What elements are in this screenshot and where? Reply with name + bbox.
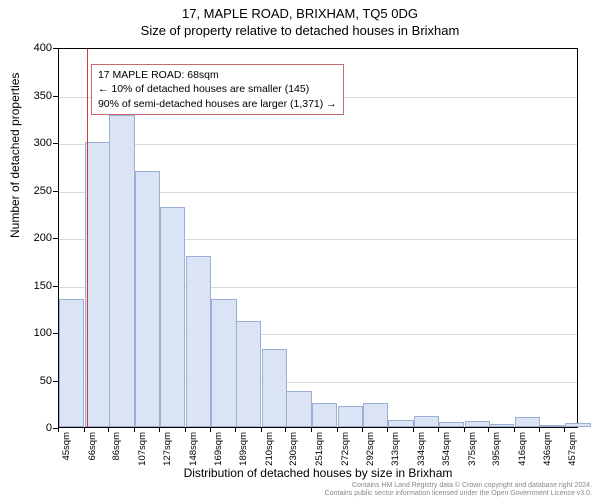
- x-tick-label: 86sqm: [111, 432, 122, 461]
- x-tick-mark: [58, 427, 59, 432]
- chart-title-main: 17, MAPLE ROAD, BRIXHAM, TQ5 0DG: [0, 0, 600, 21]
- histogram-bar: [540, 425, 565, 427]
- histogram-bar: [338, 406, 363, 427]
- x-tick-label: 169sqm: [213, 432, 224, 466]
- histogram-bar: [85, 142, 110, 427]
- y-tick-label: 300: [34, 137, 52, 149]
- x-tick-label: 251sqm: [314, 432, 325, 466]
- histogram-bar: [286, 391, 311, 427]
- y-tick-label: 200: [34, 232, 52, 244]
- x-tick-mark: [514, 427, 515, 432]
- x-tick-mark: [564, 427, 565, 432]
- y-tick-label: 150: [34, 280, 52, 292]
- histogram-bar: [135, 171, 160, 428]
- histogram-bar: [160, 207, 185, 427]
- x-tick-mark: [108, 427, 109, 432]
- x-tick-label: 313sqm: [390, 432, 401, 466]
- info-box: 17 MAPLE ROAD: 68sqm ← 10% of detached h…: [91, 64, 344, 115]
- x-tick-mark: [261, 427, 262, 432]
- infobox-line3: 90% of semi-detached houses are larger (…: [98, 97, 337, 111]
- x-tick-label: 292sqm: [365, 432, 376, 466]
- y-tick-label: 100: [34, 327, 52, 339]
- x-tick-label: 334sqm: [416, 432, 427, 466]
- footer-line2: Contains public sector information licen…: [325, 490, 592, 498]
- x-tick-mark: [539, 427, 540, 432]
- x-tick-label: 457sqm: [567, 432, 578, 466]
- x-tick-mark: [311, 427, 312, 432]
- x-tick-label: 107sqm: [137, 432, 148, 466]
- histogram-bar: [565, 423, 590, 427]
- plot-area: 17 MAPLE ROAD: 68sqm ← 10% of detached h…: [58, 48, 578, 428]
- histogram-bar: [439, 422, 464, 427]
- infobox-line1: 17 MAPLE ROAD: 68sqm: [98, 68, 337, 82]
- x-tick-label: 230sqm: [288, 432, 299, 466]
- y-tick-label: 350: [34, 90, 52, 102]
- footer-attribution: Contains HM Land Registry data © Crown c…: [325, 482, 592, 498]
- histogram-bar: [186, 256, 211, 427]
- histogram-bar: [515, 417, 540, 427]
- y-tick-label: 0: [46, 422, 52, 434]
- x-tick-mark: [413, 427, 414, 432]
- histogram-bar: [109, 115, 134, 427]
- x-tick-label: 148sqm: [188, 432, 199, 466]
- x-tick-mark: [210, 427, 211, 432]
- x-tick-mark: [159, 427, 160, 432]
- x-tick-label: 189sqm: [238, 432, 249, 466]
- chart-title-sub: Size of property relative to detached ho…: [0, 21, 600, 38]
- histogram-bar: [414, 416, 439, 427]
- x-tick-mark: [387, 427, 388, 432]
- histogram-bar: [388, 420, 413, 427]
- histogram-bar: [489, 424, 514, 427]
- x-tick-mark: [134, 427, 135, 432]
- histogram-bar: [262, 349, 287, 427]
- x-tick-label: 354sqm: [441, 432, 452, 466]
- y-tick-label: 400: [34, 42, 52, 54]
- histogram-bar: [465, 421, 490, 427]
- x-tick-label: 210sqm: [264, 432, 275, 466]
- x-tick-label: 375sqm: [467, 432, 478, 466]
- x-tick-label: 272sqm: [340, 432, 351, 466]
- x-tick-mark: [235, 427, 236, 432]
- y-tick-label: 250: [34, 185, 52, 197]
- x-tick-label: 45sqm: [61, 432, 72, 461]
- histogram-bar: [211, 299, 236, 427]
- histogram-bar: [312, 403, 337, 427]
- x-tick-label: 127sqm: [162, 432, 173, 466]
- x-tick-mark: [84, 427, 85, 432]
- x-axis-label: Distribution of detached houses by size …: [58, 466, 578, 480]
- x-tick-label: 395sqm: [491, 432, 502, 466]
- x-tick-mark: [285, 427, 286, 432]
- x-tick-mark: [185, 427, 186, 432]
- x-tick-label: 416sqm: [517, 432, 528, 466]
- x-tick-mark: [488, 427, 489, 432]
- y-axis: 050100150200250300350400: [0, 48, 58, 428]
- histogram-bar: [236, 321, 261, 427]
- y-tick-label: 50: [40, 375, 52, 387]
- footer-line1: Contains HM Land Registry data © Crown c…: [325, 482, 592, 490]
- histogram-bar: [59, 299, 84, 427]
- x-tick-mark: [362, 427, 363, 432]
- x-tick-label: 436sqm: [542, 432, 553, 466]
- infobox-line2: ← 10% of detached houses are smaller (14…: [98, 82, 337, 96]
- histogram-bar: [363, 403, 388, 427]
- property-marker-line: [87, 49, 88, 427]
- x-tick-mark: [464, 427, 465, 432]
- x-tick-mark: [337, 427, 338, 432]
- x-tick-mark: [438, 427, 439, 432]
- x-tick-label: 66sqm: [87, 432, 98, 461]
